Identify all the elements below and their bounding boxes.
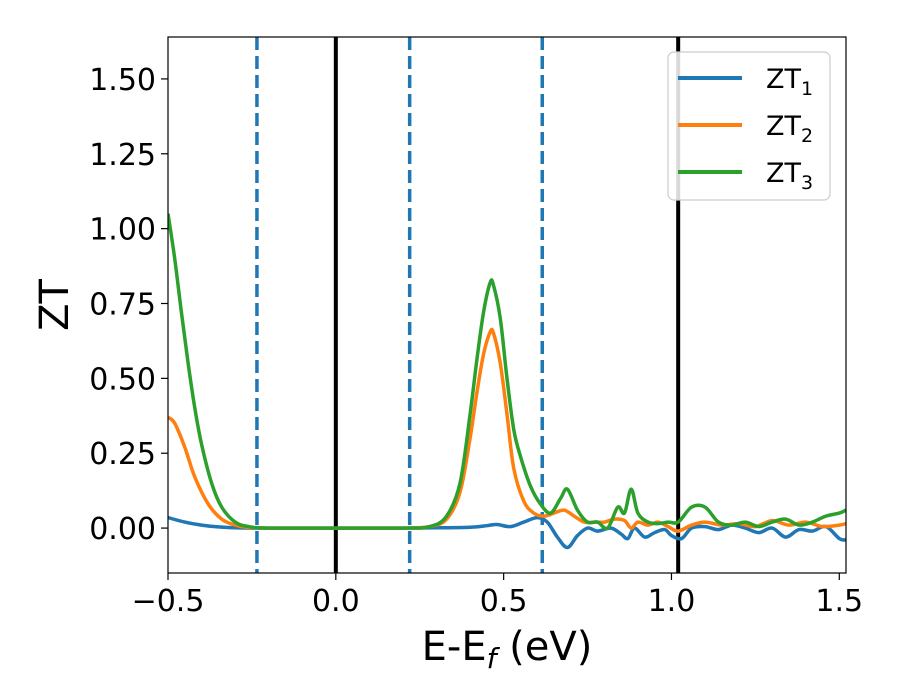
x-tick-label: −0.5: [132, 584, 205, 619]
y-axis-label: ZT: [32, 279, 78, 331]
x-axis-label-main: E-E: [422, 624, 487, 670]
plot-frame: [167, 36, 847, 574]
legend-label-zt3: ZT3: [766, 158, 813, 194]
y-tick-label: 1.25: [89, 138, 156, 173]
y-tick-label: 0.25: [89, 437, 156, 472]
y-tick-label: 0.00: [89, 512, 156, 547]
x-tick-label: 1.0: [648, 584, 696, 619]
x-tick-label: 0.0: [312, 584, 360, 619]
y-tick-label: 0.75: [89, 288, 156, 323]
series-line-zt2: [168, 327, 846, 533]
y-tick-label: 1.00: [89, 213, 156, 248]
x-tick-label: 1.5: [815, 584, 863, 619]
y-axis: 0.00 0.25 0.50 0.75 1.00 1.25 1.50: [89, 63, 168, 547]
x-axis-label-unit: (eV): [496, 624, 592, 670]
y-tick-label: 0.50: [89, 362, 156, 397]
x-axis-label: E-Ef (eV): [422, 624, 593, 675]
x-tick-label: 0.5: [480, 584, 528, 619]
legend-label-zt2: ZT2: [766, 111, 813, 147]
series-line-zt3: [168, 213, 846, 531]
x-axis: −0.5 0.0 0.5 1.0 1.5: [132, 573, 863, 619]
legend-label-zt1: ZT1: [766, 64, 813, 100]
y-tick-label: 1.50: [89, 63, 156, 98]
legend-box: [667, 51, 831, 201]
legend: ZT1 ZT2 ZT3: [667, 51, 831, 201]
